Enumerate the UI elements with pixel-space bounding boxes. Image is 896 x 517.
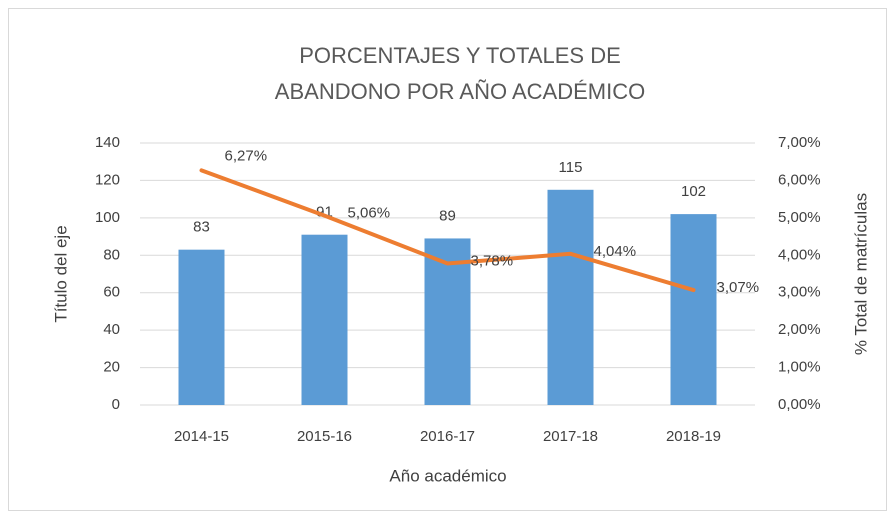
bar xyxy=(424,238,471,405)
y-tick-label: 0 xyxy=(112,396,120,413)
data-label: 89 xyxy=(439,207,456,224)
data-label: 5,06% xyxy=(348,205,391,222)
data-label: 83 xyxy=(193,219,210,236)
y2-tick-label: 5,00% xyxy=(778,209,821,226)
x-tick-label: 2017-18 xyxy=(543,428,598,445)
y2-tick-label: 6,00% xyxy=(778,171,821,188)
y2-tick-label: 1,00% xyxy=(778,359,821,376)
y-tick-label: 100 xyxy=(95,209,120,226)
y2-tick-label: 7,00% xyxy=(778,134,821,151)
y-tick-label: 20 xyxy=(103,359,120,376)
data-label: 115 xyxy=(559,159,583,176)
y2-tick-label: 0,00% xyxy=(778,396,821,413)
x-axis-label: Año académico xyxy=(389,466,506,485)
y-axis-label: Título del eje xyxy=(51,225,70,322)
x-tick-label: 2015-16 xyxy=(297,428,352,445)
y-tick-label: 40 xyxy=(103,321,120,338)
bar xyxy=(178,249,225,405)
y-tick-label: 80 xyxy=(103,246,120,263)
y2-tick-label: 3,00% xyxy=(778,284,821,301)
y2-tick-label: 2,00% xyxy=(778,321,821,338)
bar xyxy=(301,234,348,405)
data-label: 3,78% xyxy=(471,252,514,269)
line xyxy=(199,168,696,293)
chart-title: PORCENTAJES Y TOTALES DE ABANDONO POR AÑ… xyxy=(274,43,646,104)
x-tick-label: 2018-19 xyxy=(666,428,721,445)
x-tick-label: 2016-17 xyxy=(420,428,475,445)
data-label: 6,27% xyxy=(225,147,268,164)
data-label: 102 xyxy=(681,183,706,200)
data-label: 3,07% xyxy=(717,279,760,296)
data-label: 4,04% xyxy=(594,243,637,260)
y2-tick-label: 4,00% xyxy=(778,246,821,263)
y2-axis-label: % Total de matrículas xyxy=(851,193,870,355)
y-tick-label: 60 xyxy=(103,284,120,301)
x-tick-label: 2014-15 xyxy=(174,428,229,445)
bar xyxy=(670,214,717,405)
bar xyxy=(547,189,594,405)
y-tick-label: 140 xyxy=(95,134,120,151)
y-tick-label: 120 xyxy=(95,171,120,188)
